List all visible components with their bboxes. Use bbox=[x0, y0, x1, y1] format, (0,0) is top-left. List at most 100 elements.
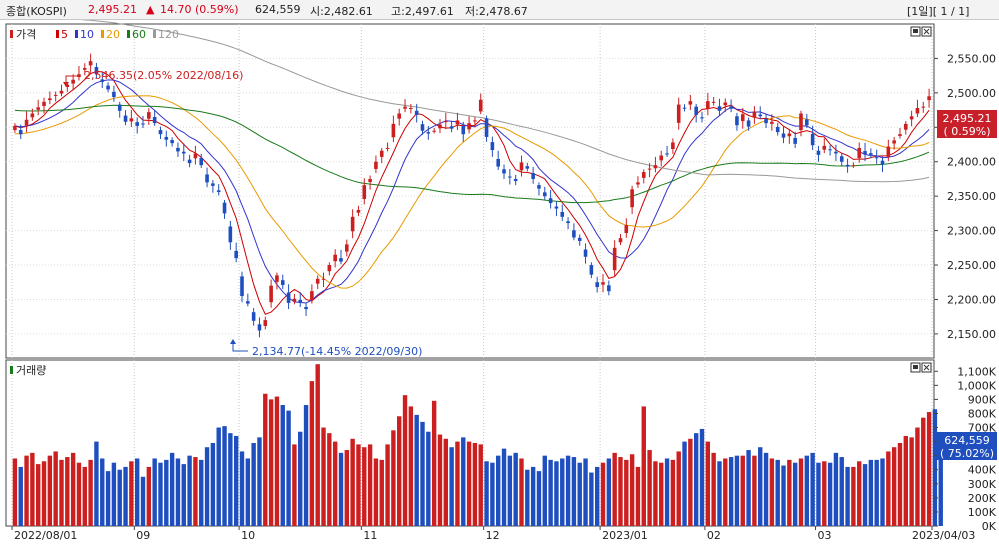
volume-bar bbox=[181, 464, 186, 526]
candle bbox=[53, 94, 58, 96]
low-price: 저:2,478.67 bbox=[465, 5, 528, 18]
candle bbox=[216, 190, 221, 193]
volume-panel-buttons[interactable] bbox=[910, 362, 932, 373]
candle bbox=[898, 134, 902, 136]
candle bbox=[187, 159, 192, 164]
candle bbox=[478, 99, 483, 112]
price-panel-buttons[interactable] bbox=[910, 26, 932, 37]
price-legend: 가격 5 10 20 60 120 bbox=[10, 28, 179, 41]
candle bbox=[659, 155, 664, 161]
candle bbox=[612, 247, 617, 271]
volume-bar bbox=[100, 458, 105, 526]
candle bbox=[228, 226, 233, 243]
candle bbox=[874, 157, 879, 159]
candle bbox=[927, 96, 931, 101]
price-tag-pct: ( 0.59%) bbox=[943, 125, 990, 138]
candle bbox=[676, 104, 681, 123]
candle bbox=[123, 115, 128, 122]
candle bbox=[805, 119, 809, 126]
price-tick-label: 2,500.00 bbox=[947, 87, 996, 100]
volume-bar bbox=[152, 458, 157, 526]
candle bbox=[490, 142, 495, 151]
candle bbox=[414, 110, 419, 115]
period-selector[interactable]: [1일][ 1 / 1] bbox=[907, 5, 970, 18]
candle bbox=[770, 121, 774, 124]
volume-bar bbox=[513, 452, 518, 526]
candle bbox=[356, 209, 361, 213]
volume-bar bbox=[554, 461, 559, 526]
volume-bar bbox=[257, 437, 262, 526]
volume-bar bbox=[490, 462, 495, 526]
volume-bar bbox=[594, 466, 600, 526]
candle bbox=[176, 147, 180, 152]
candle bbox=[630, 189, 634, 208]
candle bbox=[822, 145, 827, 150]
volume-bar bbox=[12, 458, 18, 526]
volume-value: 624,559 bbox=[255, 3, 301, 16]
volume-tick-label: 400K bbox=[968, 464, 997, 477]
volume-tick-label: 300K bbox=[968, 478, 997, 491]
volume-tick-label: 0K bbox=[982, 520, 997, 533]
candle bbox=[607, 285, 611, 292]
volume-bar bbox=[268, 399, 274, 526]
volume-bar bbox=[175, 458, 181, 526]
candle bbox=[30, 113, 35, 118]
volume-bar bbox=[478, 444, 483, 526]
candle bbox=[13, 125, 17, 131]
volume-tag-box bbox=[937, 432, 997, 460]
candle bbox=[426, 132, 431, 134]
candle bbox=[152, 116, 157, 124]
candle bbox=[339, 258, 343, 262]
volume-bar bbox=[263, 393, 268, 526]
candle bbox=[42, 101, 46, 106]
candle bbox=[583, 249, 588, 257]
candle bbox=[758, 114, 763, 117]
candle bbox=[443, 121, 448, 123]
volume-bar bbox=[496, 455, 501, 526]
candle bbox=[403, 106, 407, 109]
stock-chart[interactable]: 2,550.002,500.002,450.002,400.002,350.00… bbox=[0, 20, 999, 545]
candle bbox=[432, 130, 436, 132]
volume-bar bbox=[24, 455, 29, 526]
price-change: 14.70 (0.59%) bbox=[160, 3, 239, 16]
candle bbox=[810, 133, 815, 146]
candle bbox=[65, 84, 70, 88]
moving-average-lines bbox=[14, 20, 930, 315]
volume-bar bbox=[204, 447, 210, 526]
volume-bar bbox=[571, 457, 577, 526]
candle bbox=[839, 156, 844, 162]
change-up-icon: ▲ bbox=[146, 3, 155, 16]
volume-bar bbox=[233, 435, 239, 526]
candle bbox=[449, 126, 454, 129]
candle bbox=[735, 116, 739, 126]
volume-bar bbox=[589, 472, 594, 526]
candle bbox=[205, 174, 209, 183]
volume-bar bbox=[857, 461, 862, 526]
candle bbox=[886, 146, 891, 157]
legend-ma-swatch bbox=[153, 30, 156, 38]
volume-bar bbox=[169, 452, 175, 526]
volume-bar bbox=[408, 406, 414, 526]
volume-bar bbox=[164, 459, 169, 526]
open-price: 시:2,482.61 bbox=[310, 5, 373, 18]
candle bbox=[816, 150, 821, 155]
volume-bar bbox=[53, 451, 58, 526]
candle bbox=[240, 276, 244, 297]
volume-bar bbox=[76, 462, 82, 526]
ma10-line bbox=[14, 79, 930, 304]
candle bbox=[251, 312, 256, 321]
legend-ma-label: 5 bbox=[61, 28, 68, 41]
volume-bar bbox=[862, 464, 868, 526]
candle bbox=[566, 221, 570, 224]
candle bbox=[374, 161, 378, 169]
legend-ma-label: 60 bbox=[132, 28, 146, 41]
candle bbox=[292, 298, 297, 302]
candle bbox=[409, 108, 413, 110]
candle bbox=[327, 265, 332, 272]
volume-bar bbox=[676, 451, 681, 526]
volume-bar bbox=[321, 427, 326, 526]
volume-bar bbox=[315, 364, 320, 526]
candle bbox=[834, 151, 838, 154]
candle bbox=[350, 216, 355, 232]
candle bbox=[647, 168, 652, 170]
